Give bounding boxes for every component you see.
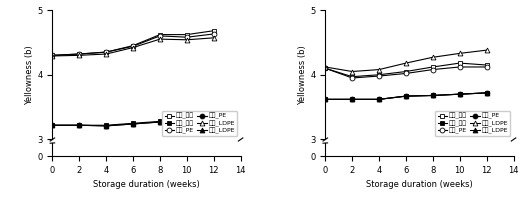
Y-axis label: Yellowness (b): Yellowness (b) xyxy=(299,45,308,105)
X-axis label: Storage duration (weeks): Storage duration (weeks) xyxy=(366,180,473,189)
X-axis label: Storage duration (weeks): Storage duration (weeks) xyxy=(93,180,200,189)
Y-axis label: Yellowness (b): Yellowness (b) xyxy=(26,45,35,105)
Legend: 건식_종이, 습식_종이, 건식_PE, 습식_PE, 건식_LDPE, 습식_LDPE: 건식_종이, 습식_종이, 건식_PE, 습식_PE, 건식_LDPE, 습식_… xyxy=(435,111,510,136)
Legend: 건식_종이, 습식_종이, 건식_PE, 습식_PE, 건식_LDPE, 습식_LDPE: 건식_종이, 습식_종이, 건식_PE, 습식_PE, 건식_LDPE, 습식_… xyxy=(162,111,237,136)
